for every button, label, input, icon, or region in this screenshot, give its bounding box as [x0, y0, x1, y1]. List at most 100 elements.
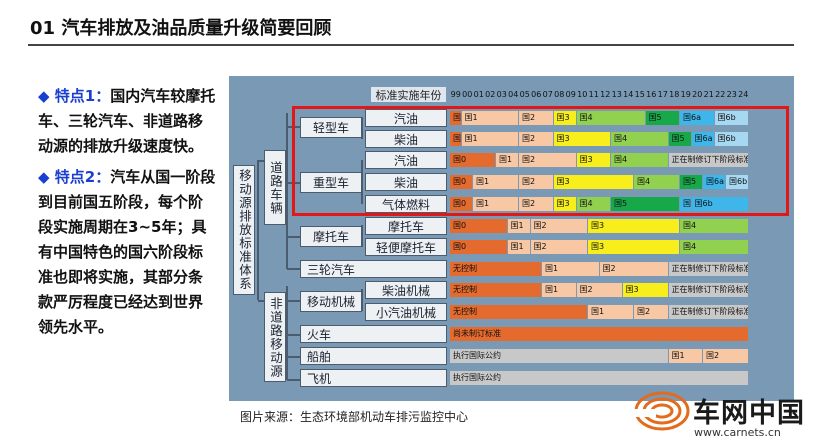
light-vehicle-group: 轻型车 — [300, 117, 362, 138]
feature-2-text: 汽车从国一阶段到目前国五阶段，每个阶段实施周期在3~5年；具有中国特色的国六阶段… — [38, 168, 216, 336]
vehicle-type-label: 摩托车 — [365, 217, 447, 235]
standard-phase-bar: 国1 — [461, 111, 518, 125]
year-tick-label: 02 — [485, 90, 496, 99]
standard-phase-bar: 国6b — [714, 132, 748, 146]
standard-phase-bar: 国4 — [680, 219, 748, 233]
standard-phase-bar: 国4 — [634, 175, 679, 189]
standard-phase-bar: 执行国际公约 — [450, 371, 748, 385]
standard-phase-bar: 国4 — [576, 111, 645, 125]
brand-name: 车网中国 — [693, 398, 805, 429]
vehicle-type-label: 柴油机械 — [365, 281, 447, 299]
standard-phase-bar: 无控制 — [450, 262, 541, 276]
vehicle-type-label: 柴油 — [365, 130, 447, 148]
feature-1-label: ◆ 特点1： — [38, 87, 111, 105]
standard-phase-bar: 国3 — [588, 240, 679, 254]
standard-phase-bar: 国0 — [450, 153, 495, 167]
standard-phase-bar: 国3 — [588, 219, 679, 233]
standard-phase-bar: 国2 — [530, 219, 587, 233]
year-tick-label: 23 — [726, 90, 737, 99]
standard-phase-bar: 正在制修订下阶段标准 — [668, 305, 748, 319]
year-tick-label: 12 — [600, 90, 611, 99]
standard-phase-bar: 国5 — [645, 111, 679, 125]
connector-line — [258, 300, 266, 302]
vehicle-type-label: 船舶 — [300, 347, 447, 365]
standard-phase-bar: 国5 — [611, 197, 679, 211]
vehicle-type-label: 火车 — [300, 325, 447, 343]
standard-phase-bar: 国2 — [519, 153, 576, 167]
page-title: 01 汽车排放及油品质量升级简要回顾 — [30, 18, 332, 39]
year-tick-label: 11 — [588, 90, 599, 99]
standard-phase-bar: 国1 — [542, 262, 599, 276]
standard-phase-bar: 国5 — [668, 132, 691, 146]
year-tick-label: 99 — [450, 90, 461, 99]
standard-phase-bar: 国2 — [703, 349, 748, 363]
vehicle-type-label: 小汽油机械 — [365, 303, 447, 321]
standard-phase-bar: 国2 — [599, 262, 668, 276]
standard-phase-bar: 国3 — [553, 132, 610, 146]
year-tick-label: 20 — [692, 90, 703, 99]
year-tick-label: 04 — [508, 90, 519, 99]
title-divider — [28, 44, 794, 46]
standard-phase-bar: 国2 — [530, 240, 587, 254]
standard-phase-bar: 国0 — [450, 132, 461, 146]
connector-line — [287, 356, 300, 358]
connector-line — [286, 286, 288, 380]
standard-phase-bar: 国1 — [507, 240, 530, 254]
year-tick-label: 05 — [519, 90, 530, 99]
road-vehicles-box: 道路车辆 — [264, 150, 286, 225]
year-tick-label: 19 — [680, 90, 691, 99]
standard-phase-bar: 国6a — [680, 197, 691, 211]
nonroad-sources-box: 非道路移动源 — [264, 292, 286, 382]
vehicle-type-label: 飞机 — [300, 369, 447, 387]
standard-phase-bar: 国5 — [680, 175, 702, 189]
highlight-frame — [292, 106, 789, 216]
standard-phase-bar: 无控制 — [450, 283, 541, 297]
standard-phase-bar: 国6a — [680, 111, 714, 125]
brand-url: www.carnets.cn — [694, 426, 781, 439]
year-tick-label: 06 — [531, 90, 542, 99]
standard-phase-bar: 国0 — [450, 240, 507, 254]
year-tick-label: 21 — [703, 90, 714, 99]
year-tick-label: 14 — [623, 90, 634, 99]
feature-1-text: 国内汽车较摩托车、三轮汽车、非道路移动源的排放升级速度快。 — [38, 87, 216, 155]
year-tick-label: 15 — [634, 90, 645, 99]
connector-line — [361, 289, 363, 311]
connector-line — [361, 160, 363, 204]
standard-phase-bar: 尚未制订标准 — [450, 327, 748, 341]
year-tick-label: 16 — [646, 90, 657, 99]
standard-phase-bar: 无控制 — [450, 305, 587, 319]
standard-phase-bar: 国0 — [450, 197, 472, 211]
standard-phase-bar: 国6b — [714, 111, 748, 125]
standard-phase-bar: 国0 — [450, 175, 472, 189]
year-tick-label: 10 — [577, 90, 588, 99]
standard-phase-bar: 国6b — [691, 197, 748, 211]
year-tick-label: 18 — [669, 90, 680, 99]
standard-phase-bar: 国3 — [553, 175, 633, 189]
connector-line — [287, 268, 300, 270]
standard-phase-bar: 国1 — [542, 283, 576, 297]
feature-2-label: ◆ 特点2： — [38, 168, 111, 186]
vehicle-type-label: 气体燃料 — [365, 195, 447, 213]
standard-phase-bar: 国3 — [576, 153, 610, 167]
standard-phase-bar: 国4 — [611, 132, 668, 146]
standard-phase-bar: 国4 — [680, 240, 748, 254]
standard-phase-bar: 国2 — [634, 305, 668, 319]
standard-phase-bar: 国0 — [450, 111, 461, 125]
connector-line — [287, 334, 300, 336]
standard-phase-bar: 国4 — [611, 153, 668, 167]
connector-line — [287, 236, 300, 238]
vehicle-type-label: 柴油 — [365, 173, 447, 191]
standard-phase-bar: 国6a — [691, 132, 714, 146]
vehicle-type-label: 三轮汽车 — [300, 260, 447, 278]
feature-1: ◆ 特点1：国内汽车较摩托车、三轮汽车、非道路移动源的排放升级速度快。 — [38, 84, 216, 159]
year-tick-label: 00 — [462, 90, 473, 99]
image-source-caption: 图片来源：生态环境部机动车排污监控中心 — [240, 410, 469, 424]
year-tick-label: 01 — [473, 90, 484, 99]
standard-phase-bar: 国2 — [519, 132, 553, 146]
standard-phase-bar: 国1 — [473, 197, 518, 211]
connector-line — [287, 379, 300, 381]
connector-line — [361, 117, 363, 139]
standard-phase-bar: 国2 — [519, 197, 553, 211]
standard-phase-bar: 正在制修订下阶段标准 — [668, 283, 748, 297]
year-tick-label: 24 — [738, 90, 749, 99]
